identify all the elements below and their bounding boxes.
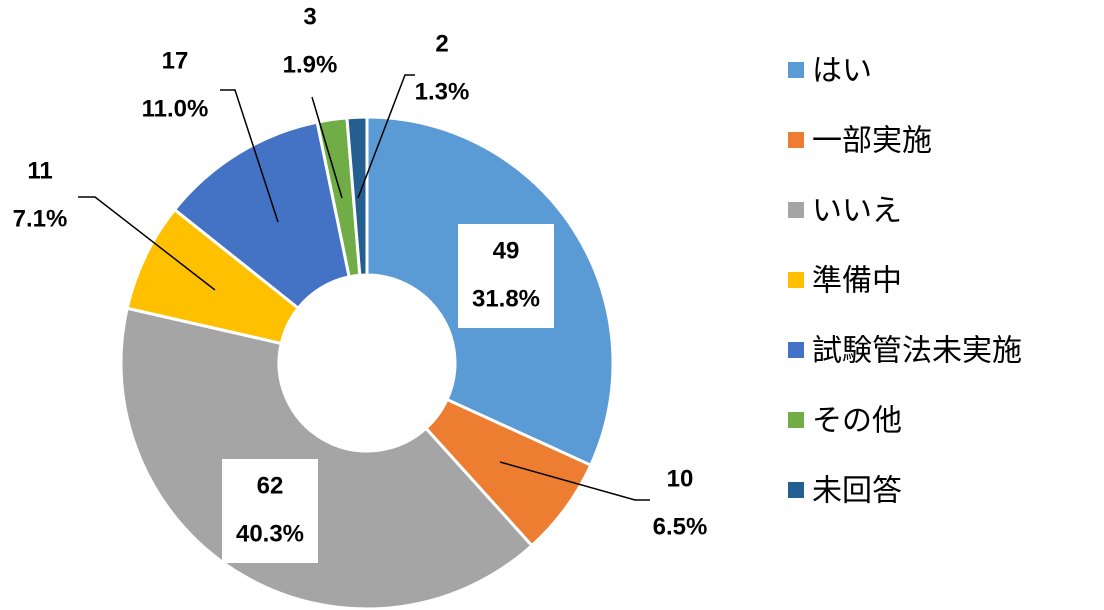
percent-label: 1.9%: [283, 51, 338, 78]
legend-swatch: [788, 342, 804, 358]
legend-label: 試験管法未実施: [812, 334, 1022, 369]
percent-label: 11.0%: [142, 95, 209, 122]
legend-swatch: [788, 62, 804, 78]
label-box: [458, 224, 554, 328]
percent-label: 6.5%: [653, 513, 708, 540]
data-label: 17: [162, 47, 189, 74]
legend-swatch: [788, 202, 804, 218]
data-label: 10: [667, 465, 694, 492]
legend-swatch: [788, 132, 804, 148]
legend-label: 未回答: [812, 474, 902, 509]
leader-line: [311, 96, 343, 199]
percent-label: 7.1%: [13, 205, 68, 232]
percent-label: 31.8%: [472, 285, 540, 312]
legend-swatch: [788, 412, 804, 428]
percent-label: 40.3%: [236, 520, 304, 547]
legend-swatch: [788, 482, 804, 498]
legend-label: 一部実施: [812, 124, 932, 159]
donut-slice: [345, 115, 369, 277]
label-box: [222, 459, 318, 563]
leader-line: [499, 461, 650, 501]
donut-slice: [172, 120, 351, 311]
data-label: 2: [435, 30, 448, 57]
leader-line: [78, 196, 216, 291]
legend-swatch: [788, 272, 804, 288]
leader-line: [357, 74, 415, 199]
data-label: 3: [303, 3, 316, 30]
data-label: 11: [27, 157, 52, 184]
leader-line: [220, 89, 279, 223]
legend-label: その他: [812, 404, 902, 439]
data-label: 49: [493, 237, 520, 264]
legend-label: いいえ: [812, 194, 902, 229]
legend-label: 準備中: [812, 264, 902, 299]
percent-label: 1.3%: [415, 78, 470, 105]
data-label: 62: [257, 472, 284, 499]
legend-label: はい: [812, 54, 872, 89]
